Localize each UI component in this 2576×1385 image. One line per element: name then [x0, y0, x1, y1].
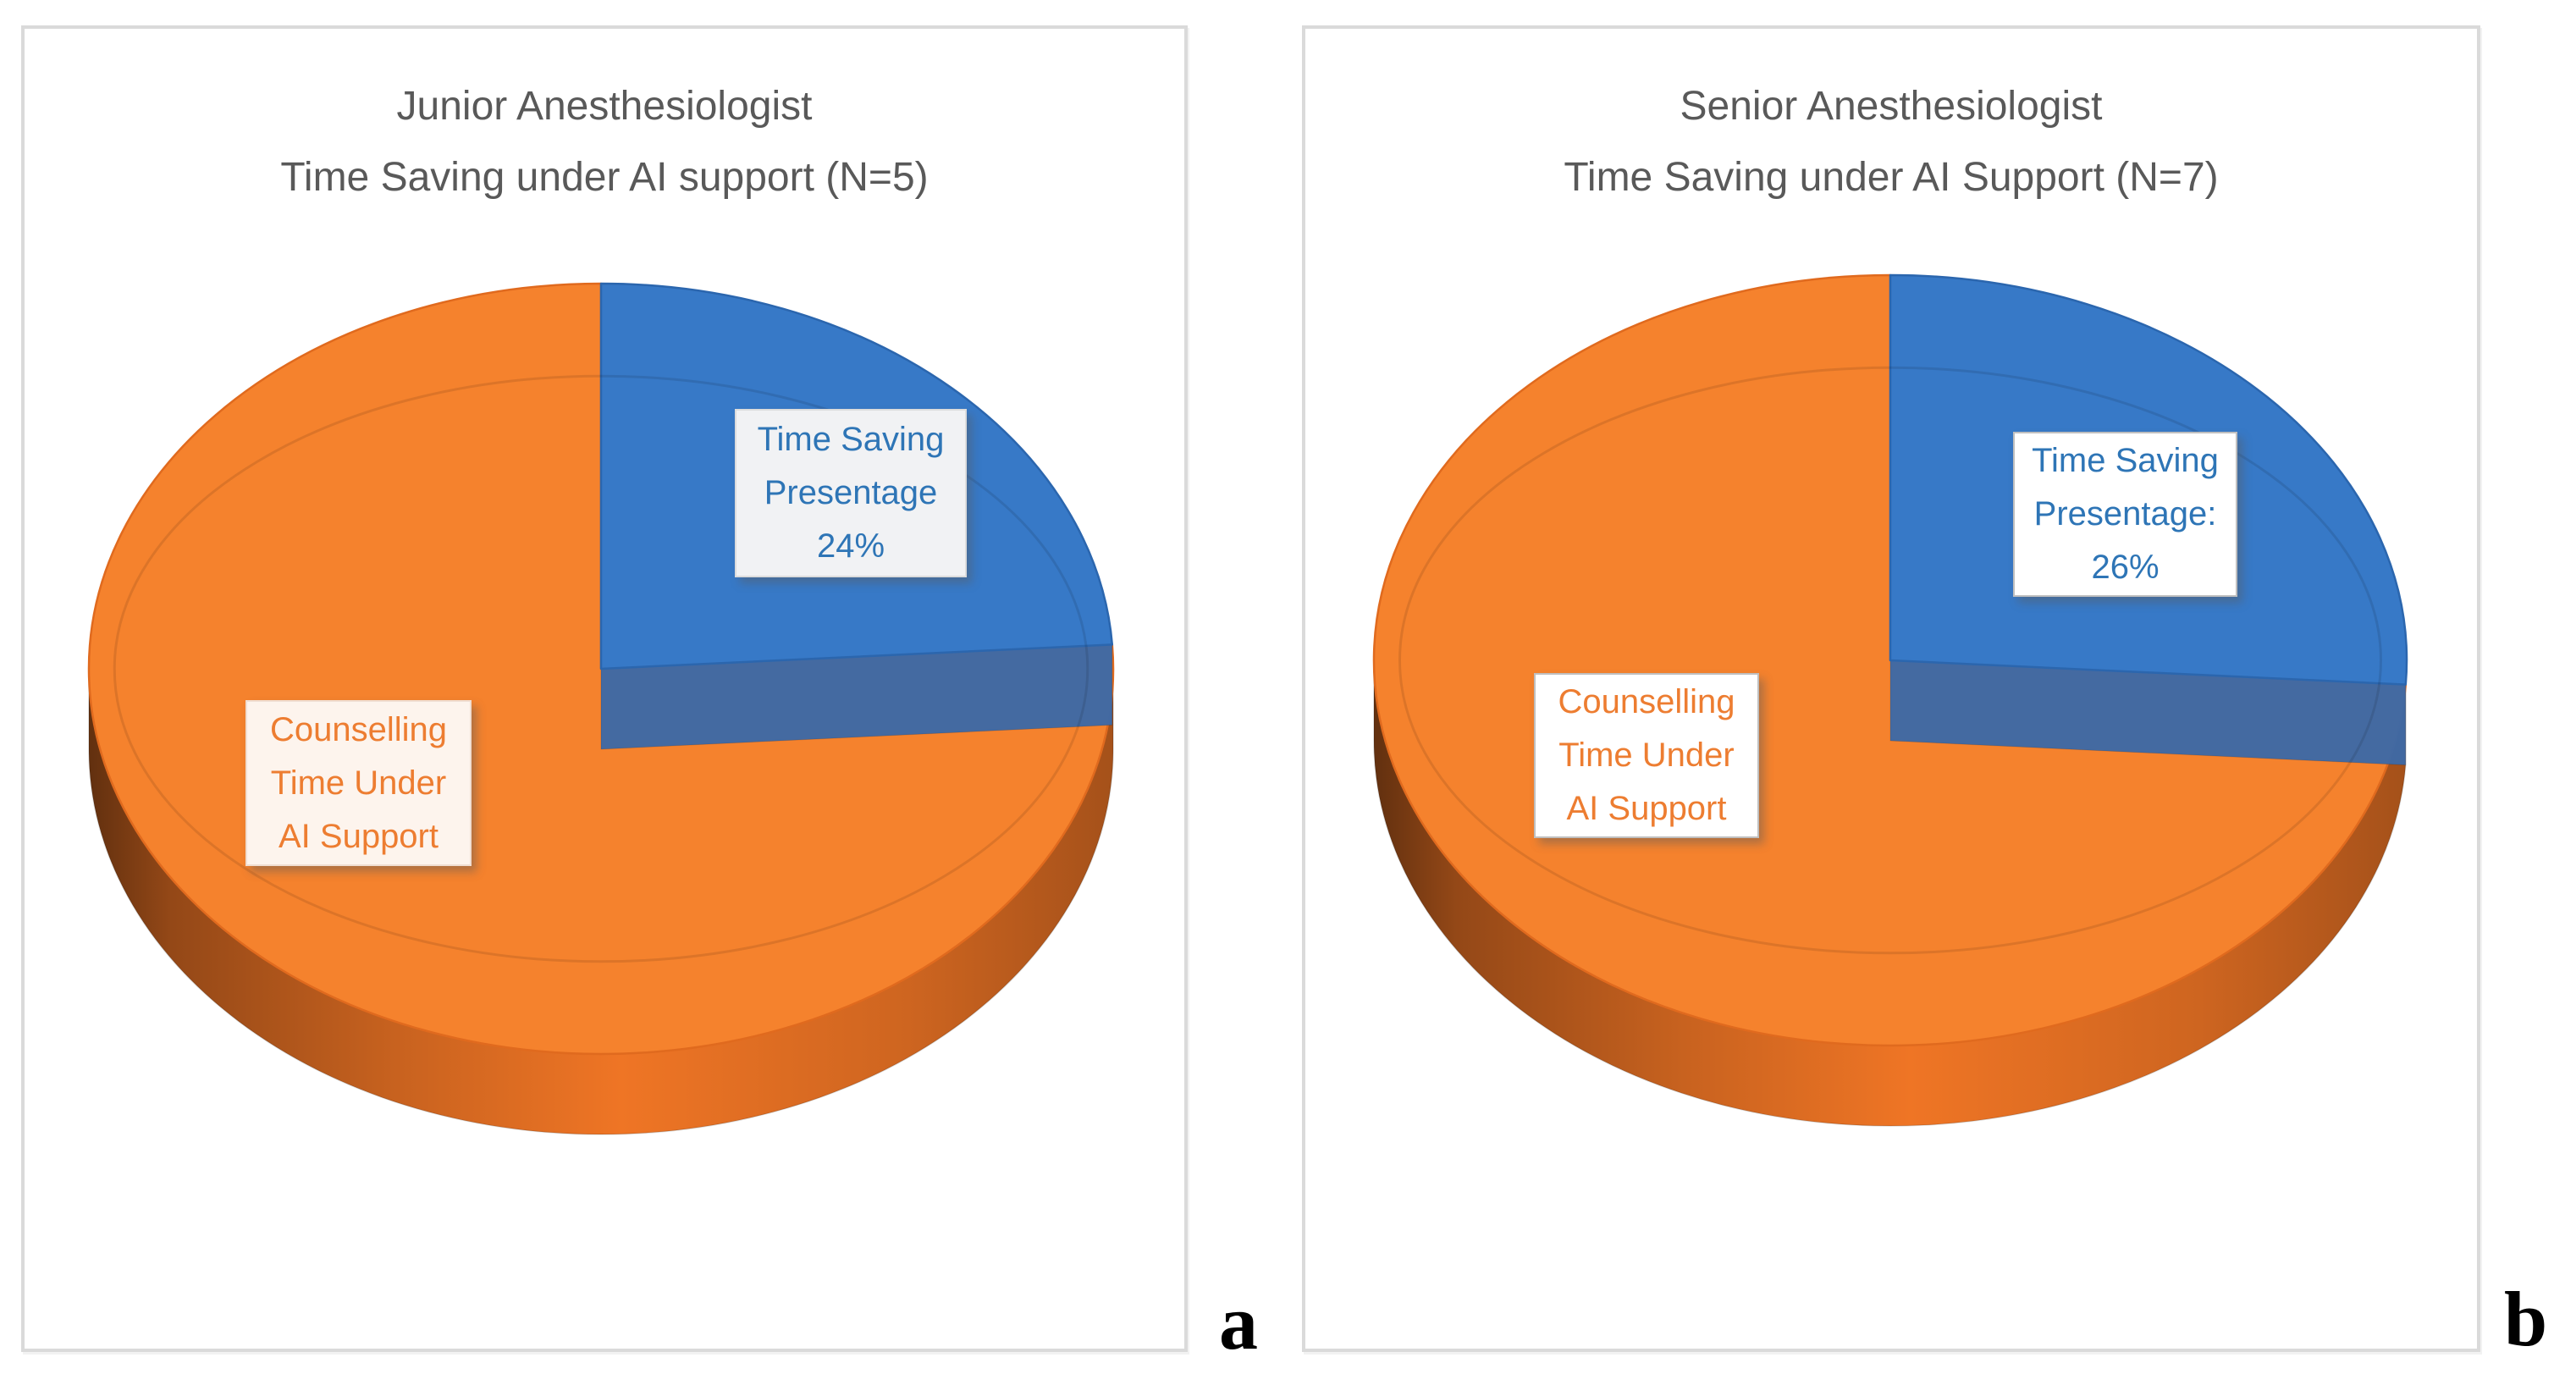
- slice-label-line: Presentage:: [2033, 495, 2217, 532]
- slice-label-line: 24%: [816, 527, 885, 565]
- panel-letter-a: a: [1219, 1279, 1258, 1366]
- pie-bevel-arc: [1398, 366, 2382, 955]
- slice-label-line: AI Support: [1566, 790, 1727, 827]
- pie-bevel-arc: [113, 374, 1089, 963]
- slice-label-line: Time Saving: [2032, 442, 2219, 479]
- slice-label-senior-time-saving: Time Saving Presentage: 26%: [2013, 432, 2237, 597]
- chart-title-senior-line1: Senior Anesthesiologist: [1680, 84, 2103, 129]
- chart-title-junior-line2: Time Saving under AI support (N=5): [280, 155, 929, 200]
- panel-letter-b: b: [2504, 1276, 2548, 1362]
- slice-label-line: Counselling: [1558, 683, 1735, 720]
- slice-label-senior-counselling: Counselling Time Under AI Support: [1534, 673, 1759, 838]
- slice-label-junior-counselling: Counselling Time Under AI Support: [245, 700, 472, 866]
- slice-label-line: Counselling: [269, 710, 448, 748]
- slice-label-line: Time Saving: [757, 421, 945, 458]
- chart-panel-junior: Junior Anesthesiologist Time Saving unde…: [21, 25, 1188, 1352]
- slice-label-junior-time-saving: Time Saving Presentage 24%: [735, 409, 967, 577]
- pie-chart-junior: [87, 282, 1115, 1135]
- slice-label-line: AI Support: [278, 817, 439, 855]
- slice-label-line: Time Under: [1558, 737, 1735, 774]
- chart-title-junior-line1: Junior Anesthesiologist: [396, 84, 813, 129]
- chart-panel-senior: Senior Anesthesiologist Time Saving unde…: [1302, 25, 2480, 1352]
- chart-title-junior: Junior Anesthesiologist Time Saving unde…: [25, 71, 1184, 213]
- chart-title-senior-line2: Time Saving under AI Support (N=7): [1564, 155, 2219, 200]
- slice-label-line: 26%: [2091, 549, 2160, 586]
- slice-label-line: Time Under: [270, 764, 447, 802]
- slice-label-line: Presentage: [764, 474, 938, 511]
- pie-chart-senior: [1372, 273, 2408, 1127]
- chart-title-senior: Senior Anesthesiologist Time Saving unde…: [1305, 71, 2477, 213]
